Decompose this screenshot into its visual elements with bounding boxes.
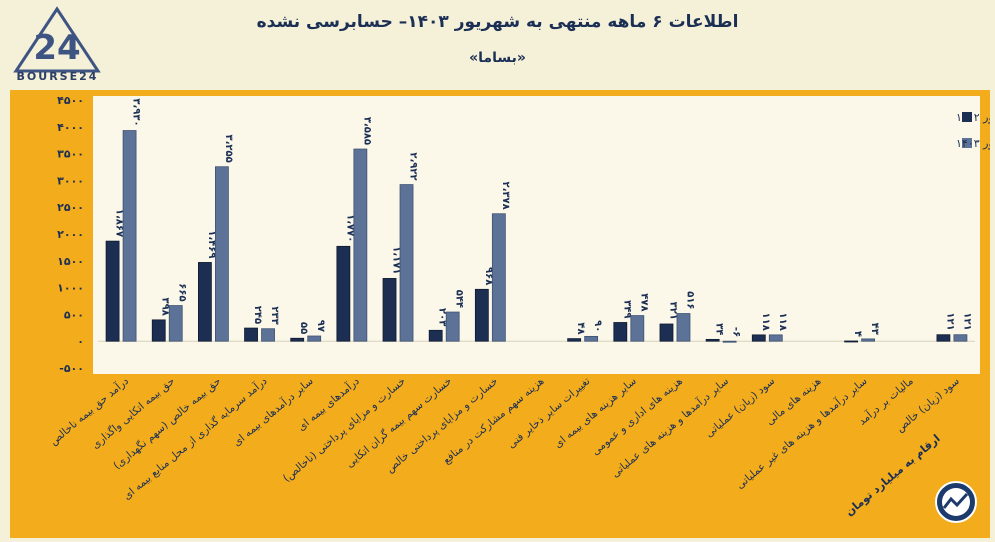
bar-1402 bbox=[474, 288, 489, 342]
logo-text: BOURSE24 bbox=[16, 70, 99, 83]
bar-1403 bbox=[353, 148, 368, 342]
bar-1402 bbox=[244, 327, 258, 342]
legend-swatch-1403 bbox=[962, 138, 972, 148]
page-subtitle: «بساما» bbox=[469, 50, 526, 66]
data-label: ۳،۹۳۰ bbox=[131, 98, 142, 126]
category-label: حق بیمه اتکایی واگذاری bbox=[89, 374, 177, 451]
bar-1403 bbox=[168, 305, 183, 342]
page-title: اطلاعات ۶ ماهه منتهی به شهریور ۱۴۰۳– حسا… bbox=[256, 12, 739, 32]
y-tick-label: ۰ bbox=[77, 335, 84, 348]
category-label: درآمد حق بیمه ناخالص bbox=[47, 374, 131, 448]
bar-1403 bbox=[491, 213, 506, 342]
bar-1403 bbox=[122, 130, 137, 342]
category-label: سایر هزینه های بیمه ای bbox=[552, 375, 639, 450]
data-label: ۱۲۱ bbox=[961, 312, 972, 330]
bar-chart: -۵۰۰ ۰ ۵۰۰ ۱۰۰۰ ۱۵۰۰ ۲۰۰۰ ۲۵۰۰ ۳۰۰۰ ۳۵۰۰ ۴۰۰۰ ۴۵۰۰… bbox=[47, 94, 995, 523]
data-label: ۴ bbox=[852, 331, 863, 337]
data-label: ۱۱۸ bbox=[777, 313, 788, 331]
data-label: ۳۴۹ bbox=[621, 300, 632, 318]
bar-1402 bbox=[197, 262, 212, 342]
bar-1403 bbox=[768, 334, 783, 342]
data-label: ۴۷۸ bbox=[638, 293, 649, 311]
bar-1402 bbox=[659, 323, 674, 342]
bourse24-logo: 24 bbox=[10, 5, 105, 85]
y-tick-label: ۴۰۰۰ bbox=[57, 121, 84, 134]
data-label: ۳،۵۸۵ bbox=[361, 117, 372, 145]
bar-1403 bbox=[445, 311, 460, 342]
data-label: ۶۶۵ bbox=[177, 283, 188, 301]
bar-1403 bbox=[261, 328, 275, 342]
data-label: ۳۴ bbox=[714, 323, 725, 335]
data-label: ۲۳۳ bbox=[269, 306, 280, 324]
data-label: ۳۹۸ bbox=[160, 298, 171, 316]
data-label: ۲،۹۲۲ bbox=[408, 152, 419, 180]
data-label: -۶ bbox=[731, 327, 742, 337]
bar-1403 bbox=[676, 313, 691, 342]
data-label: ۱،۸۶۷ bbox=[114, 209, 125, 237]
y-tick-label: ۱۰۰۰ bbox=[57, 282, 84, 295]
chart-panel: -۵۰۰ ۰ ۵۰۰ ۱۰۰۰ ۱۵۰۰ ۲۰۰۰ ۲۵۰۰ ۳۰۰۰ ۳۵۰۰ ۴۰۰۰ ۴۵۰۰… bbox=[10, 90, 995, 538]
data-label: ۵۱۶ bbox=[684, 291, 695, 309]
bar-1403 bbox=[722, 340, 737, 343]
data-label: ۳،۲۵۵ bbox=[223, 135, 234, 163]
data-label: ۱،۷۷۰ bbox=[344, 214, 355, 242]
data-label: ۱،۴۶۹ bbox=[206, 230, 217, 258]
bar-1402 bbox=[105, 240, 120, 342]
data-label: ۲۴۵ bbox=[252, 306, 263, 324]
bar-1403 bbox=[584, 335, 599, 342]
y-tick-label: ۲۰۰۰ bbox=[57, 228, 84, 241]
legend-swatch-1402 bbox=[962, 112, 972, 122]
data-label: ۹۶۸ bbox=[483, 267, 494, 285]
y-tick-label: -۵۰۰ bbox=[59, 362, 84, 375]
y-tick-label: ۲۵۰۰ bbox=[57, 201, 84, 214]
bar-1403 bbox=[630, 315, 645, 342]
bar-1402 bbox=[936, 334, 951, 342]
svg-text:24: 24 bbox=[33, 28, 80, 68]
bar-1402 bbox=[613, 322, 628, 342]
category-label: سایر درآمدهای بیمه ای bbox=[230, 374, 315, 448]
bar-1403 bbox=[214, 166, 229, 342]
bar-1402 bbox=[151, 319, 166, 342]
bar-1403 bbox=[307, 335, 322, 342]
data-label: ۲،۳۷۸ bbox=[500, 182, 511, 210]
bar-1403 bbox=[953, 334, 968, 342]
data-label: ۹۰ bbox=[592, 320, 603, 332]
bar-1402 bbox=[428, 329, 443, 342]
data-label: ۵۵ bbox=[298, 322, 309, 334]
bar-1403 bbox=[399, 184, 414, 342]
bar-1402 bbox=[705, 338, 720, 342]
bar-1402 bbox=[382, 278, 397, 342]
y-tick-label: ۳۵۰۰ bbox=[57, 148, 84, 161]
y-tick-label: ۴۵۰۰ bbox=[57, 94, 84, 107]
plot-area bbox=[93, 96, 980, 374]
data-label: ۱۱۸ bbox=[760, 313, 771, 331]
bar-1403 bbox=[861, 338, 876, 342]
bar-1402 bbox=[844, 340, 859, 343]
unit-badge: ارقام به میلیارد تومان bbox=[843, 432, 977, 523]
data-label: ۴۳ bbox=[869, 323, 880, 335]
bar-1402 bbox=[751, 334, 766, 342]
data-label: ۳۲۱ bbox=[667, 302, 678, 320]
category-label: هزینه های اداری و عمومی bbox=[590, 375, 685, 458]
bar-1402 bbox=[567, 338, 582, 342]
y-tick-label: ۵۰۰ bbox=[64, 308, 84, 321]
data-label: ۲۰۳ bbox=[437, 308, 448, 326]
legend-label: عملکرد منتهی به شهریور ۱۴۰۲ bbox=[956, 111, 990, 124]
unit-note: ارقام به میلیارد تومان bbox=[843, 432, 943, 519]
data-label: ۵۴۴ bbox=[454, 290, 465, 308]
bar-1402 bbox=[336, 245, 351, 342]
bar-1402 bbox=[290, 337, 305, 342]
data-label: ۱،۱۷۱ bbox=[391, 246, 402, 274]
y-tick-label: ۱۵۰۰ bbox=[57, 255, 84, 268]
data-label: ۱۲۱ bbox=[944, 312, 955, 330]
legend-label: عملکرد منتهی به شهریور ۱۴۰۳ bbox=[956, 137, 990, 150]
data-label: ۴۸ bbox=[575, 322, 586, 334]
y-tick-label: ۳۰۰۰ bbox=[57, 174, 84, 187]
category-label: تغییرات سایر ذخایر فنی bbox=[505, 375, 592, 451]
data-label: ۹۷ bbox=[315, 320, 326, 332]
